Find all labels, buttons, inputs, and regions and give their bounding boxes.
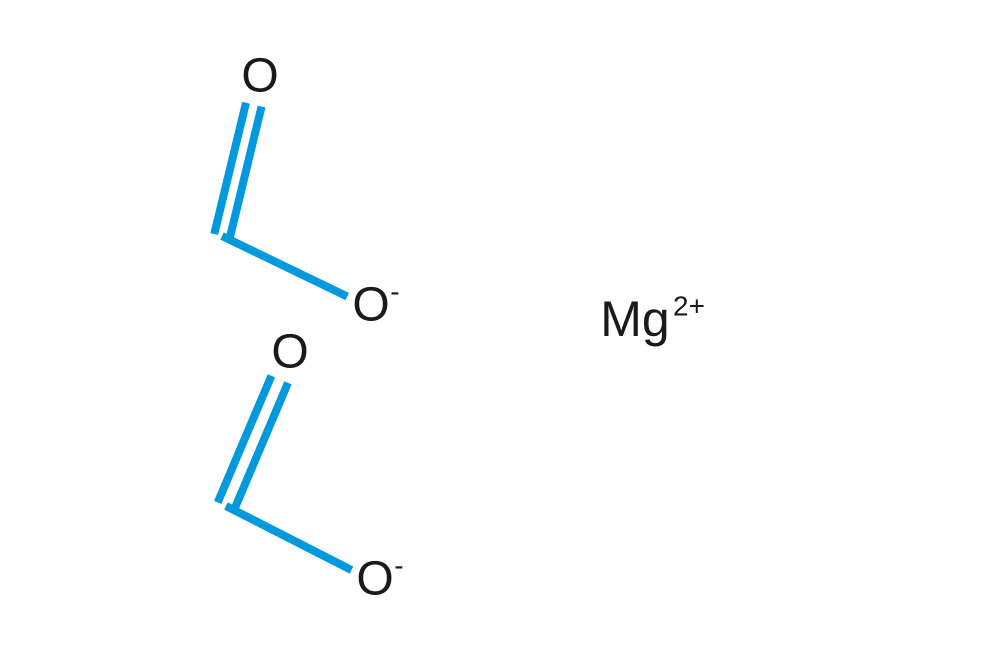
svg-text:O: O — [241, 50, 278, 103]
svg-text:2+: 2+ — [673, 290, 705, 321]
svg-text:-: - — [394, 550, 403, 581]
svg-text:O: O — [352, 279, 389, 332]
svg-text:-: - — [390, 276, 399, 307]
svg-text:O: O — [356, 553, 393, 606]
svg-text:O: O — [271, 326, 308, 379]
atom-label: O — [271, 326, 308, 379]
diagram-background — [0, 0, 1000, 667]
atom-label: O — [241, 50, 278, 103]
svg-text:Mg: Mg — [600, 291, 669, 347]
